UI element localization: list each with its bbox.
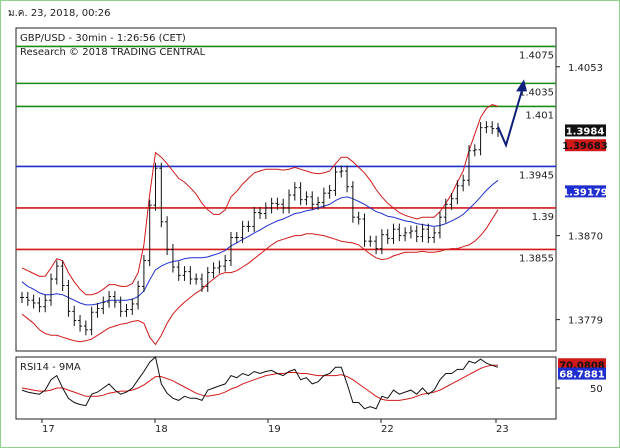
rsi-box-label-1: 68.7881 — [559, 370, 605, 381]
rsi-title: RSI14 - 9MA — [20, 362, 81, 373]
level-label-0: 1.4075 — [519, 50, 554, 61]
bollinger-upper-band — [21, 104, 499, 296]
rsi-ma9-line — [21, 364, 498, 401]
level-label-5: 1.3855 — [519, 253, 554, 264]
x-tick-label-0: 17 — [42, 424, 55, 435]
price-box-1 — [565, 139, 606, 152]
x-tick-label-3: 22 — [381, 424, 394, 435]
y-tick-label-1: 1.3870 — [568, 232, 603, 243]
price-box-label-0: 1.3984 — [566, 126, 605, 137]
level-label-4: 1.39 — [532, 212, 554, 223]
rsi-box-label-0: 70.0808 — [559, 360, 605, 371]
forecast-arrow-line — [497, 83, 525, 149]
chart-copyright: Research © 2018 TRADING CENTRAL — [20, 47, 206, 58]
moving-average-line — [21, 179, 499, 306]
rsi-box-0 — [558, 358, 606, 371]
main-panel-frame — [15, 27, 557, 352]
price-box-2 — [565, 185, 606, 198]
price-box-0 — [565, 124, 606, 137]
rsi-line — [21, 356, 499, 410]
bollinger-lower-band — [21, 209, 499, 346]
price-box-label-1: 1.39683 — [562, 141, 608, 152]
x-tick-label-4: 23 — [496, 424, 509, 435]
y-tick-label-2: 1.3779 — [568, 316, 603, 327]
rsi-panel-frame — [15, 356, 557, 420]
level-label-1: 1.4035 — [519, 87, 554, 98]
x-tick-label-2: 19 — [268, 424, 281, 435]
chart-title: GBP/USD - 30min - 1:26:56 (CET) — [20, 33, 186, 44]
rsi-box-1 — [558, 367, 606, 380]
x-tick-label-1: 18 — [155, 424, 168, 435]
level-label-3: 1.3945 — [519, 170, 554, 181]
y-tick-label-0: 1.4053 — [568, 63, 603, 74]
rsi-tick-label-0: 50 — [590, 384, 603, 395]
price-box-label-2: 1.39179 — [562, 187, 608, 198]
level-label-2: 1.401 — [525, 110, 554, 121]
timestamp-stamp: ม.ค. 23, 2018, 00:26 — [8, 8, 111, 19]
forecast-arrow-head — [516, 79, 527, 92]
